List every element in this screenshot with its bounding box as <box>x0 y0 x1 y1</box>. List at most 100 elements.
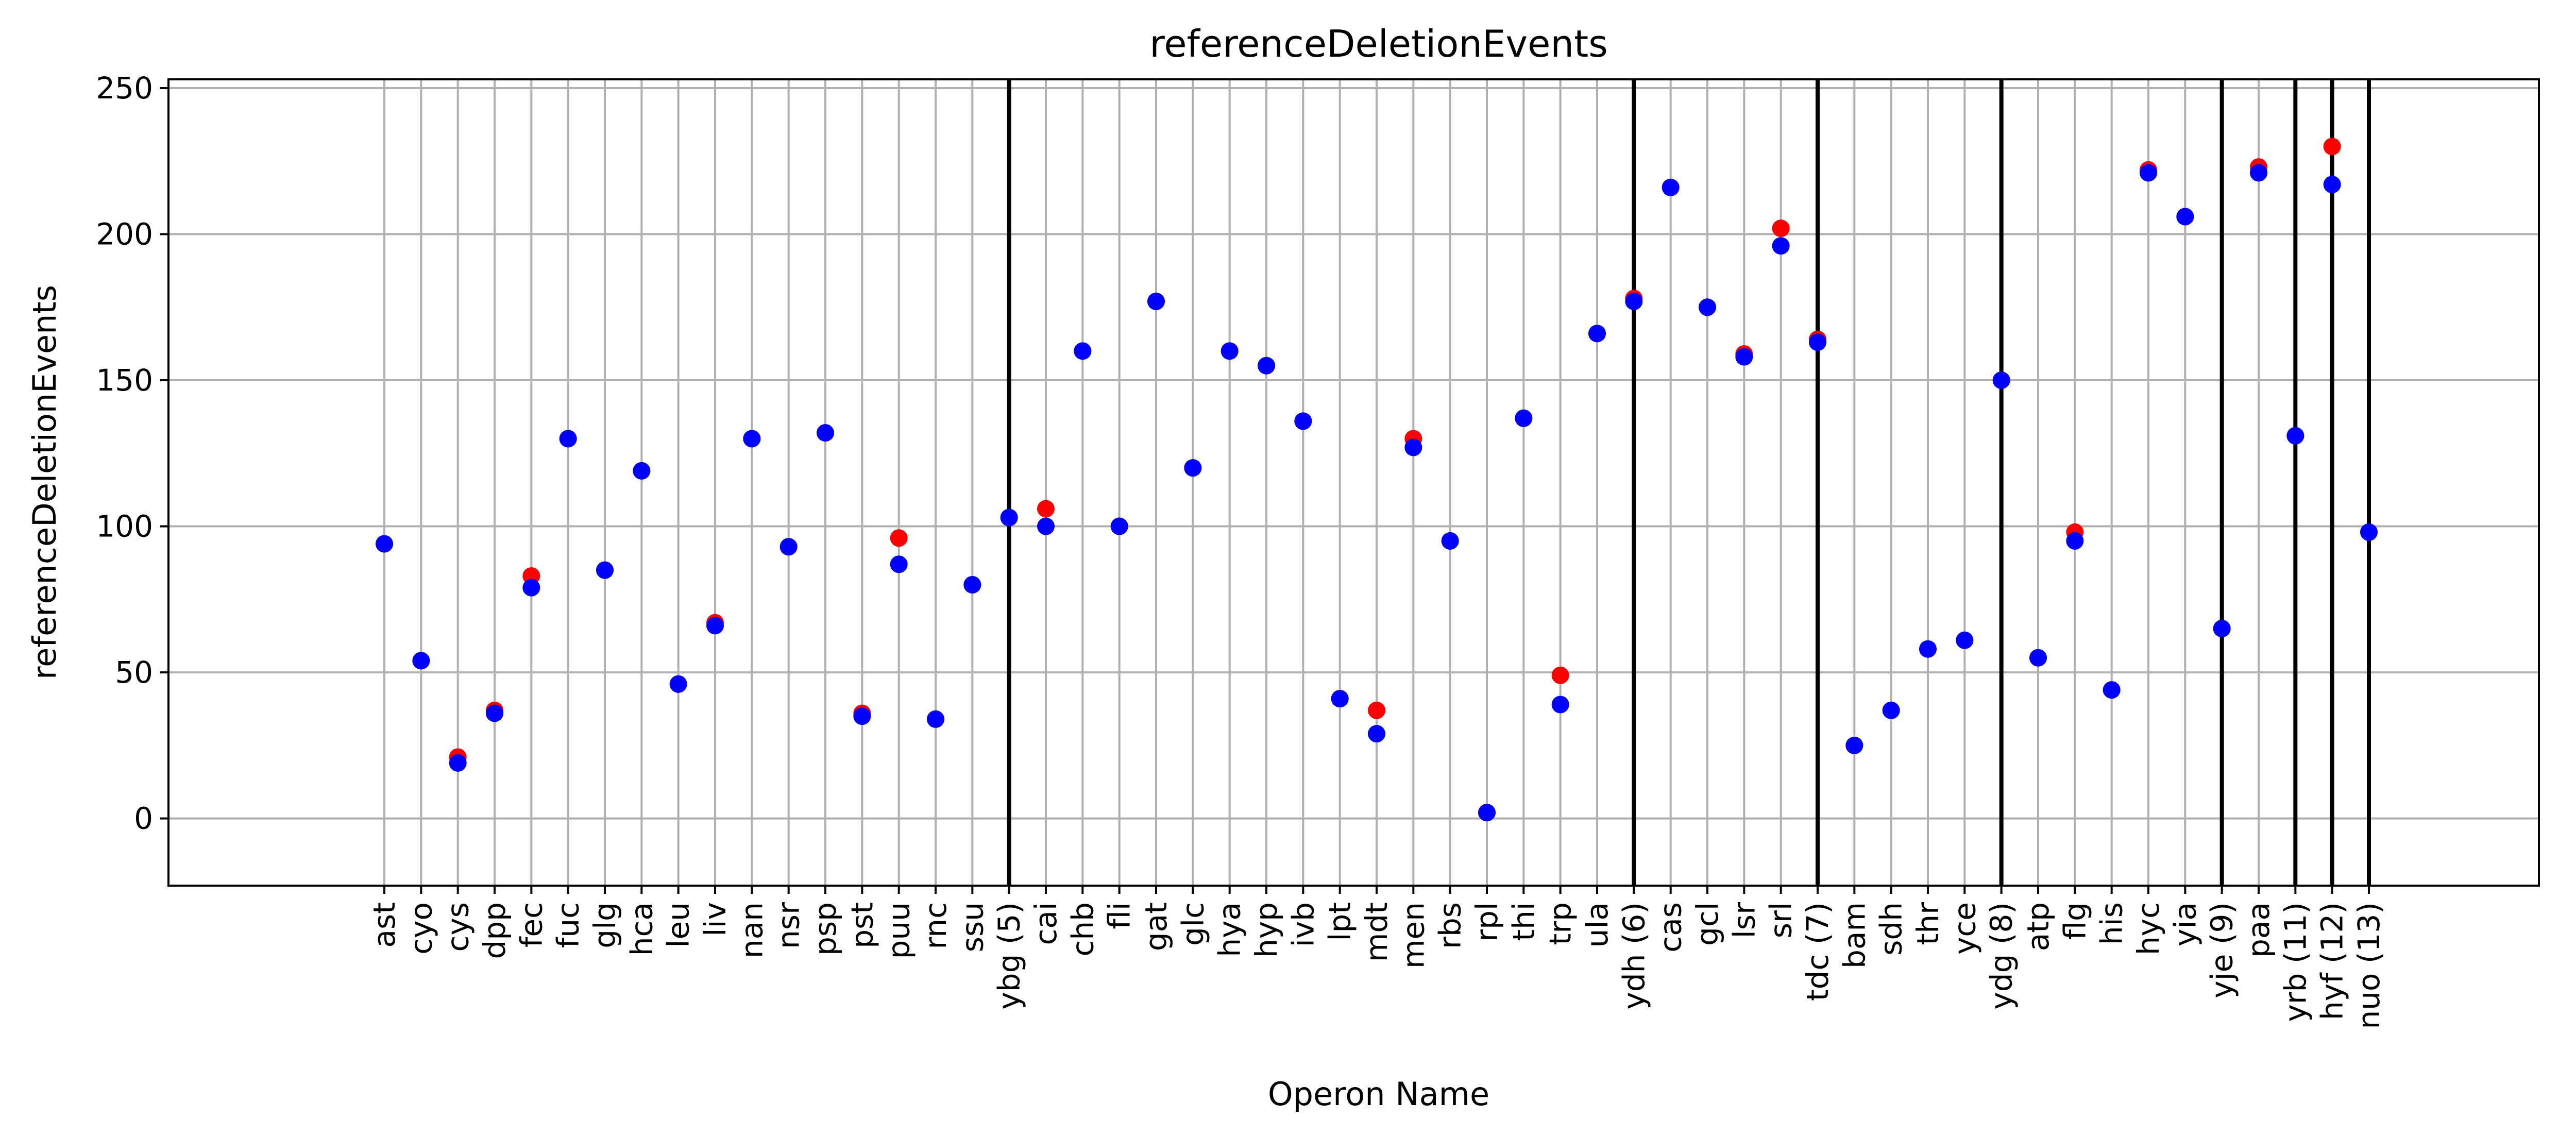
x-tick-label-gat: gat <box>1139 902 1174 951</box>
x-tick-label-yje-9: yje (9) <box>2205 902 2240 998</box>
x-tick-label-fec: fec <box>514 902 549 947</box>
point-series-2-cai <box>1037 517 1055 535</box>
point-series-2-ivb <box>1294 412 1312 430</box>
point-series-2-cys <box>449 754 467 772</box>
point-series-2-puu <box>890 555 908 573</box>
point-series-2-ydh-6 <box>1625 292 1643 310</box>
x-tick-label-puu: puu <box>882 902 917 959</box>
y-tick-label: 100 <box>96 509 153 544</box>
point-series-1-trp <box>1551 666 1569 684</box>
point-series-2-rnc <box>927 710 944 728</box>
x-tick-label-hyc: hyc <box>2131 902 2166 955</box>
point-series-2-gcl <box>1699 298 1716 316</box>
point-series-2-hya <box>1221 342 1239 360</box>
point-series-2-lsr <box>1735 348 1753 366</box>
x-tick-label-hca: hca <box>624 902 659 956</box>
point-series-2-pst <box>853 707 871 725</box>
point-series-2-chb <box>1074 342 1092 360</box>
x-tick-label-lpt: lpt <box>1323 902 1358 941</box>
point-series-2-liv <box>706 617 724 635</box>
point-series-2-rpl <box>1478 804 1496 822</box>
x-tick-label-yce: yce <box>1947 902 1982 955</box>
x-tick-label-hya: hya <box>1212 902 1247 957</box>
x-tick-label-glc: glc <box>1175 902 1210 946</box>
y-tick-label: 200 <box>96 217 153 252</box>
x-tick-label-bam: bam <box>1837 902 1872 969</box>
x-tick-label-ybg-5: ybg (5) <box>992 902 1027 1010</box>
x-tick-label-paa: paa <box>2241 902 2276 958</box>
point-series-2-hyp <box>1258 357 1275 375</box>
x-tick-label-gcl: gcl <box>1690 902 1725 946</box>
point-series-2-mdt <box>1368 725 1385 743</box>
y-tick-label: 150 <box>96 363 153 398</box>
point-series-1-hyf-12 <box>2323 138 2341 156</box>
x-tick-label-glg: glg <box>587 902 622 948</box>
x-tick-label-thi: thi <box>1506 902 1541 941</box>
point-series-2-ydg-8 <box>1992 371 2010 389</box>
x-tick-label-lsr: lsr <box>1726 902 1761 938</box>
point-series-2-fli <box>1110 517 1128 535</box>
point-series-2-ast <box>376 535 393 553</box>
point-series-2-srl <box>1772 237 1790 255</box>
point-series-2-fec <box>522 579 540 597</box>
x-tick-label-nsr: nsr <box>771 902 806 949</box>
x-tick-label-nan: nan <box>734 902 769 958</box>
x-tick-label-ula: ula <box>1580 902 1615 947</box>
x-tick-label-flg: flg <box>2057 902 2092 940</box>
plot-frame <box>167 78 2540 887</box>
point-series-2-trp <box>1551 696 1569 714</box>
x-tick-label-tdc-7: tdc (7) <box>1800 902 1835 1001</box>
point-series-2-cyo <box>412 652 430 670</box>
point-series-2-glc <box>1184 459 1202 477</box>
point-series-1-puu <box>890 529 908 547</box>
point-series-2-his <box>2103 681 2121 699</box>
point-series-2-dpp <box>486 704 503 722</box>
x-tick-label-fli: fli <box>1102 902 1137 929</box>
x-tick-label-cys: cys <box>440 902 476 952</box>
x-tick-label-mdt: mdt <box>1359 902 1394 962</box>
y-tick-label: 0 <box>134 801 153 836</box>
x-tick-label-cai: cai <box>1028 902 1063 945</box>
point-series-2-sdh <box>1882 701 1900 719</box>
data-points <box>376 138 2378 822</box>
x-tick-label-liv: liv <box>698 902 733 937</box>
y-tick-label: 50 <box>115 655 153 690</box>
chart-title: referenceDeletionEvents <box>1149 22 1608 65</box>
x-tick-label-cas: cas <box>1653 902 1688 953</box>
x-tick-label-atp: atp <box>2021 902 2056 951</box>
x-tick-label-hyp: hyp <box>1249 902 1284 958</box>
point-series-2-hca <box>633 462 651 480</box>
x-tick-label-ast: ast <box>367 902 402 948</box>
point-series-2-yje-9 <box>2213 620 2231 638</box>
x-tick-label-rbs: rbs <box>1433 902 1468 949</box>
x-tick-label-men: men <box>1396 902 1431 969</box>
point-series-2-nan <box>743 430 761 448</box>
point-series-2-glg <box>596 561 614 579</box>
group-separator-lines <box>1007 79 2371 886</box>
x-tick-label-leu: leu <box>661 902 696 948</box>
point-series-2-yce <box>1956 631 1974 649</box>
x-tick-label-ivb: ivb <box>1285 902 1320 947</box>
point-series-2-lpt <box>1331 690 1349 708</box>
point-series-2-nuo-13 <box>2360 523 2378 541</box>
point-series-2-paa <box>2250 164 2267 182</box>
x-tick-label-rnc: rnc <box>918 902 953 949</box>
point-series-1-cai <box>1037 500 1055 518</box>
point-series-2-atp <box>2029 649 2047 667</box>
point-series-2-flg <box>2066 532 2084 550</box>
point-series-2-gat <box>1147 292 1165 310</box>
point-series-2-thr <box>1919 640 1937 658</box>
x-tick-label-pst: pst <box>844 902 879 948</box>
point-series-2-yrb-11 <box>2286 427 2304 445</box>
point-series-2-cas <box>1662 178 1680 196</box>
point-series-2-psp <box>817 424 834 442</box>
point-series-2-tdc-7 <box>1809 333 1826 351</box>
x-tick-label-yia: yia <box>2167 902 2202 946</box>
y-tick-label: 250 <box>96 71 153 106</box>
point-series-2-leu <box>669 675 687 693</box>
point-series-2-hyf-12 <box>2323 176 2341 194</box>
point-series-2-yia <box>2176 208 2194 226</box>
point-series-2-rbs <box>1441 532 1459 550</box>
y-axis-label: referenceDeletionEvents <box>26 285 63 680</box>
